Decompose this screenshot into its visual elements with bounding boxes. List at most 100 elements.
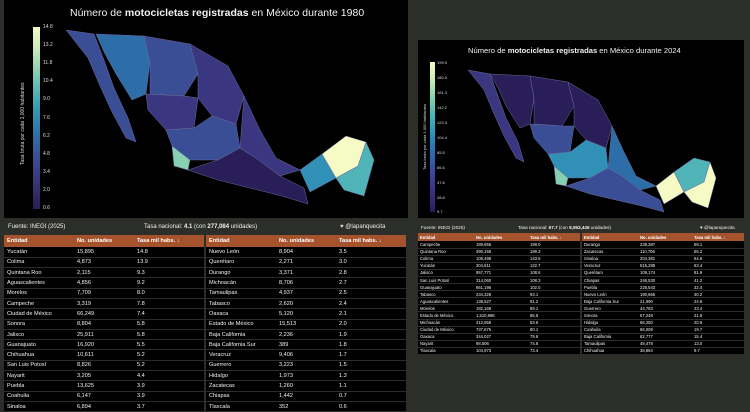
table-row: Tlaxcala 352 0.6 xyxy=(206,401,406,412)
table-row: Aguascalientes 138,527 91.2 xyxy=(418,297,580,306)
table-row: Yucatán 15,895 14.8 xyxy=(4,247,204,258)
cell-tasa: 4.4 xyxy=(134,370,204,382)
col-unidades[interactable]: No. unidades xyxy=(638,233,692,241)
cell-entidad: Quintana Roo xyxy=(4,267,74,279)
cell-tasa: 8.0 xyxy=(134,288,204,299)
cell-unidades: 38,864 xyxy=(638,347,692,356)
col-tasa[interactable]: Tasa mil habs. ↓ xyxy=(692,233,744,241)
cell-entidad: Tlaxcala xyxy=(418,347,474,356)
cell-unidades: 21,990 xyxy=(638,297,692,306)
cell-entidad: Guerrero xyxy=(582,304,638,313)
table-row: Tamaulipas 48,478 13.0 xyxy=(582,340,744,348)
table-header: Entidad No. unidades Tasa mil habs. ↓ xyxy=(418,233,580,241)
col-unidades[interactable]: No. unidades xyxy=(276,235,336,247)
cell-entidad: Baja California xyxy=(206,329,276,341)
table-row: Colima 106,498 143.6 xyxy=(418,255,580,263)
mexico-map-2024 xyxy=(467,69,717,213)
table-1980-part1: Entidad No. unidades Tasa mil habs. ↓ Yu… xyxy=(4,235,204,412)
cell-unidades: 182,169 xyxy=(474,304,528,313)
col-entidad[interactable]: Entidad xyxy=(582,233,638,241)
cell-tasa: 13.0 xyxy=(692,340,744,348)
cell-entidad: Aguascalientes xyxy=(4,277,74,289)
cell-unidades: 44,763 xyxy=(638,304,692,313)
cell-entidad: Veracruz xyxy=(582,262,638,270)
cell-tasa: 1.3 xyxy=(336,370,406,382)
cell-unidades: 4,937 xyxy=(276,288,336,299)
col-tasa[interactable]: Tasa mil habs. ↓ xyxy=(336,235,406,247)
cell-tasa: 79.6 xyxy=(528,333,580,341)
table-1980-part2: Entidad No. unidades Tasa mil habs. ↓ Nu… xyxy=(206,235,406,412)
table-header: Entidad No. unidades Tasa mil habs. ↓ xyxy=(206,235,406,247)
cell-unidades: 204,361 xyxy=(638,255,692,263)
cell-entidad: Puebla xyxy=(4,380,74,392)
cell-tasa: 5.2 xyxy=(134,360,204,372)
cell-entidad: Aguascalientes xyxy=(418,297,474,306)
map-panel-1980: Número de motocicletas registradas en Mé… xyxy=(4,0,408,218)
cell-unidades: 389 xyxy=(276,339,336,351)
cell-unidades: 106,498 xyxy=(474,255,528,263)
cell-tasa: 20.9 xyxy=(692,319,744,327)
cell-tasa: 3.9 xyxy=(134,391,204,402)
cell-tasa: 0.7 xyxy=(336,391,406,402)
col-entidad[interactable]: Entidad xyxy=(418,233,474,241)
cell-tasa: 64.6 xyxy=(692,255,744,263)
col-entidad[interactable]: Entidad xyxy=(4,235,74,247)
table-row: Veracruz 9,406 1.7 xyxy=(206,349,406,361)
cell-entidad: Querétaro xyxy=(582,269,638,277)
table-row: Guanajuato 661,196 102.0 xyxy=(418,283,580,292)
cell-unidades: 16,920 xyxy=(74,339,134,351)
table-row: Sinaloa 204,361 64.6 xyxy=(582,255,744,263)
table-header: Entidad No. unidades Tasa mil habs. ↓ xyxy=(4,235,204,247)
table-row: Durango 3,371 2.8 xyxy=(206,267,406,279)
table-row: Zacatecas 110,706 65.2 xyxy=(582,248,744,256)
cell-entidad: Oaxaca xyxy=(418,333,474,341)
cell-unidades: 737,675 xyxy=(474,326,528,334)
cell-tasa: 108.3 xyxy=(528,276,580,285)
cell-unidades: 66,249 xyxy=(74,308,134,320)
cell-unidades: 234,328 xyxy=(474,290,528,299)
cell-unidades: 3,319 xyxy=(74,298,134,310)
cell-tasa: 189.3 xyxy=(528,248,580,256)
cell-entidad: Sonora xyxy=(4,319,74,330)
cell-unidades: 3,223 xyxy=(276,360,336,372)
col-unidades[interactable]: No. unidades xyxy=(474,233,528,241)
cell-tasa: 2.7 xyxy=(336,277,406,289)
cell-entidad: Jalisco xyxy=(418,269,474,277)
table-row: Sonora 8,804 5.8 xyxy=(4,319,204,330)
table-row: Ciudad de México 737,675 80.1 xyxy=(418,326,580,334)
cell-entidad: Oaxaca xyxy=(206,308,276,320)
cell-entidad: Nuevo León xyxy=(206,247,276,258)
table-row: Oaxaca 344,027 79.6 xyxy=(418,333,580,341)
cell-unidades: 390,158 xyxy=(474,248,528,256)
cell-tasa: 7.4 xyxy=(134,308,204,320)
table-row: Ciudad de México 66,249 7.4 xyxy=(4,308,204,320)
cell-entidad: Colima xyxy=(418,255,474,263)
cell-unidades: 246,530 xyxy=(638,276,692,285)
col-entidad[interactable]: Entidad xyxy=(206,235,276,247)
footer-source-1980: Fuente: INEGI (2025) xyxy=(8,224,66,230)
cell-tasa: 21.6 xyxy=(692,311,744,320)
cell-entidad: Coahuila xyxy=(4,391,74,402)
footer-source-2024: Fuente: INEGI (2025) xyxy=(421,225,465,230)
table-2024-part1: Entidad No. unidades Tasa mil habs. ↓ Ca… xyxy=(418,233,580,356)
col-unidades[interactable]: No. unidades xyxy=(74,235,134,247)
cell-unidades: 104,973 xyxy=(474,347,528,356)
cell-tasa: 15.4 xyxy=(692,333,744,341)
cell-tasa: 3.7 xyxy=(134,401,204,412)
cell-entidad: Michoacán xyxy=(206,277,276,289)
cell-tasa: 102.0 xyxy=(528,283,580,292)
cell-unidades: 110,706 xyxy=(638,248,692,256)
cell-entidad: Zacatecas xyxy=(206,380,276,392)
cell-entidad: Puebla xyxy=(582,283,638,292)
col-tasa[interactable]: Tasa mil habs. ↓ xyxy=(134,235,204,247)
cell-entidad: Yucatán xyxy=(4,247,74,258)
cell-tasa: 122.7 xyxy=(528,262,580,270)
cell-tasa: 143.6 xyxy=(528,255,580,263)
cell-tasa: 3.9 xyxy=(134,380,204,392)
table-row: Chiapas 1,442 0.7 xyxy=(206,391,406,402)
cell-entidad: Durango xyxy=(206,267,276,279)
cell-unidades: 6,894 xyxy=(74,401,134,412)
cell-entidad: Estado de México xyxy=(418,311,474,320)
heart-icon: ♥ xyxy=(340,224,344,230)
col-tasa[interactable]: Tasa mil habs. ↓ xyxy=(528,233,580,241)
